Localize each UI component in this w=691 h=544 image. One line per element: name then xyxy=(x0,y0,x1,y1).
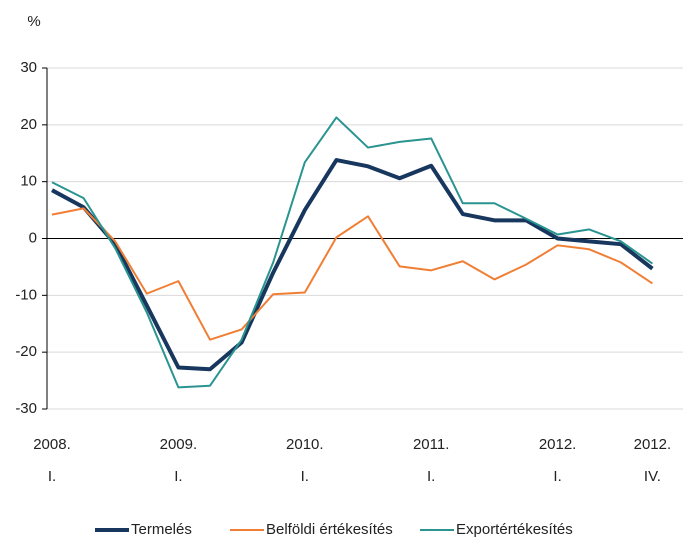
y-tick-label: -10 xyxy=(15,286,37,303)
y-axis-label: % xyxy=(27,13,40,30)
x-tick-label: 2012. I. xyxy=(538,436,577,485)
y-tick-label: 30 xyxy=(20,59,37,76)
x-tick-label: 2009. I. xyxy=(159,436,198,485)
series-line xyxy=(51,158,654,372)
x-tick-label: 2010. I. xyxy=(286,436,324,485)
y-tick-label: 10 xyxy=(20,173,37,190)
y-tick-label: 20 xyxy=(20,116,37,133)
legend-label: Belföldi értékesítés xyxy=(266,521,393,538)
series-line xyxy=(51,116,653,389)
x-tick-label: 2012. IV. xyxy=(633,436,672,485)
y-tick-label: -30 xyxy=(15,400,37,417)
x-tick-label: 2011. I. xyxy=(412,436,450,485)
y-tick-label: 0 xyxy=(29,229,37,246)
series-line xyxy=(51,207,653,341)
legend-label: Termelés xyxy=(131,521,192,538)
y-tick-label: -20 xyxy=(15,343,37,360)
legend-label: Exportértékesítés xyxy=(456,521,573,538)
x-tick-label: 2008. I. xyxy=(33,436,71,485)
